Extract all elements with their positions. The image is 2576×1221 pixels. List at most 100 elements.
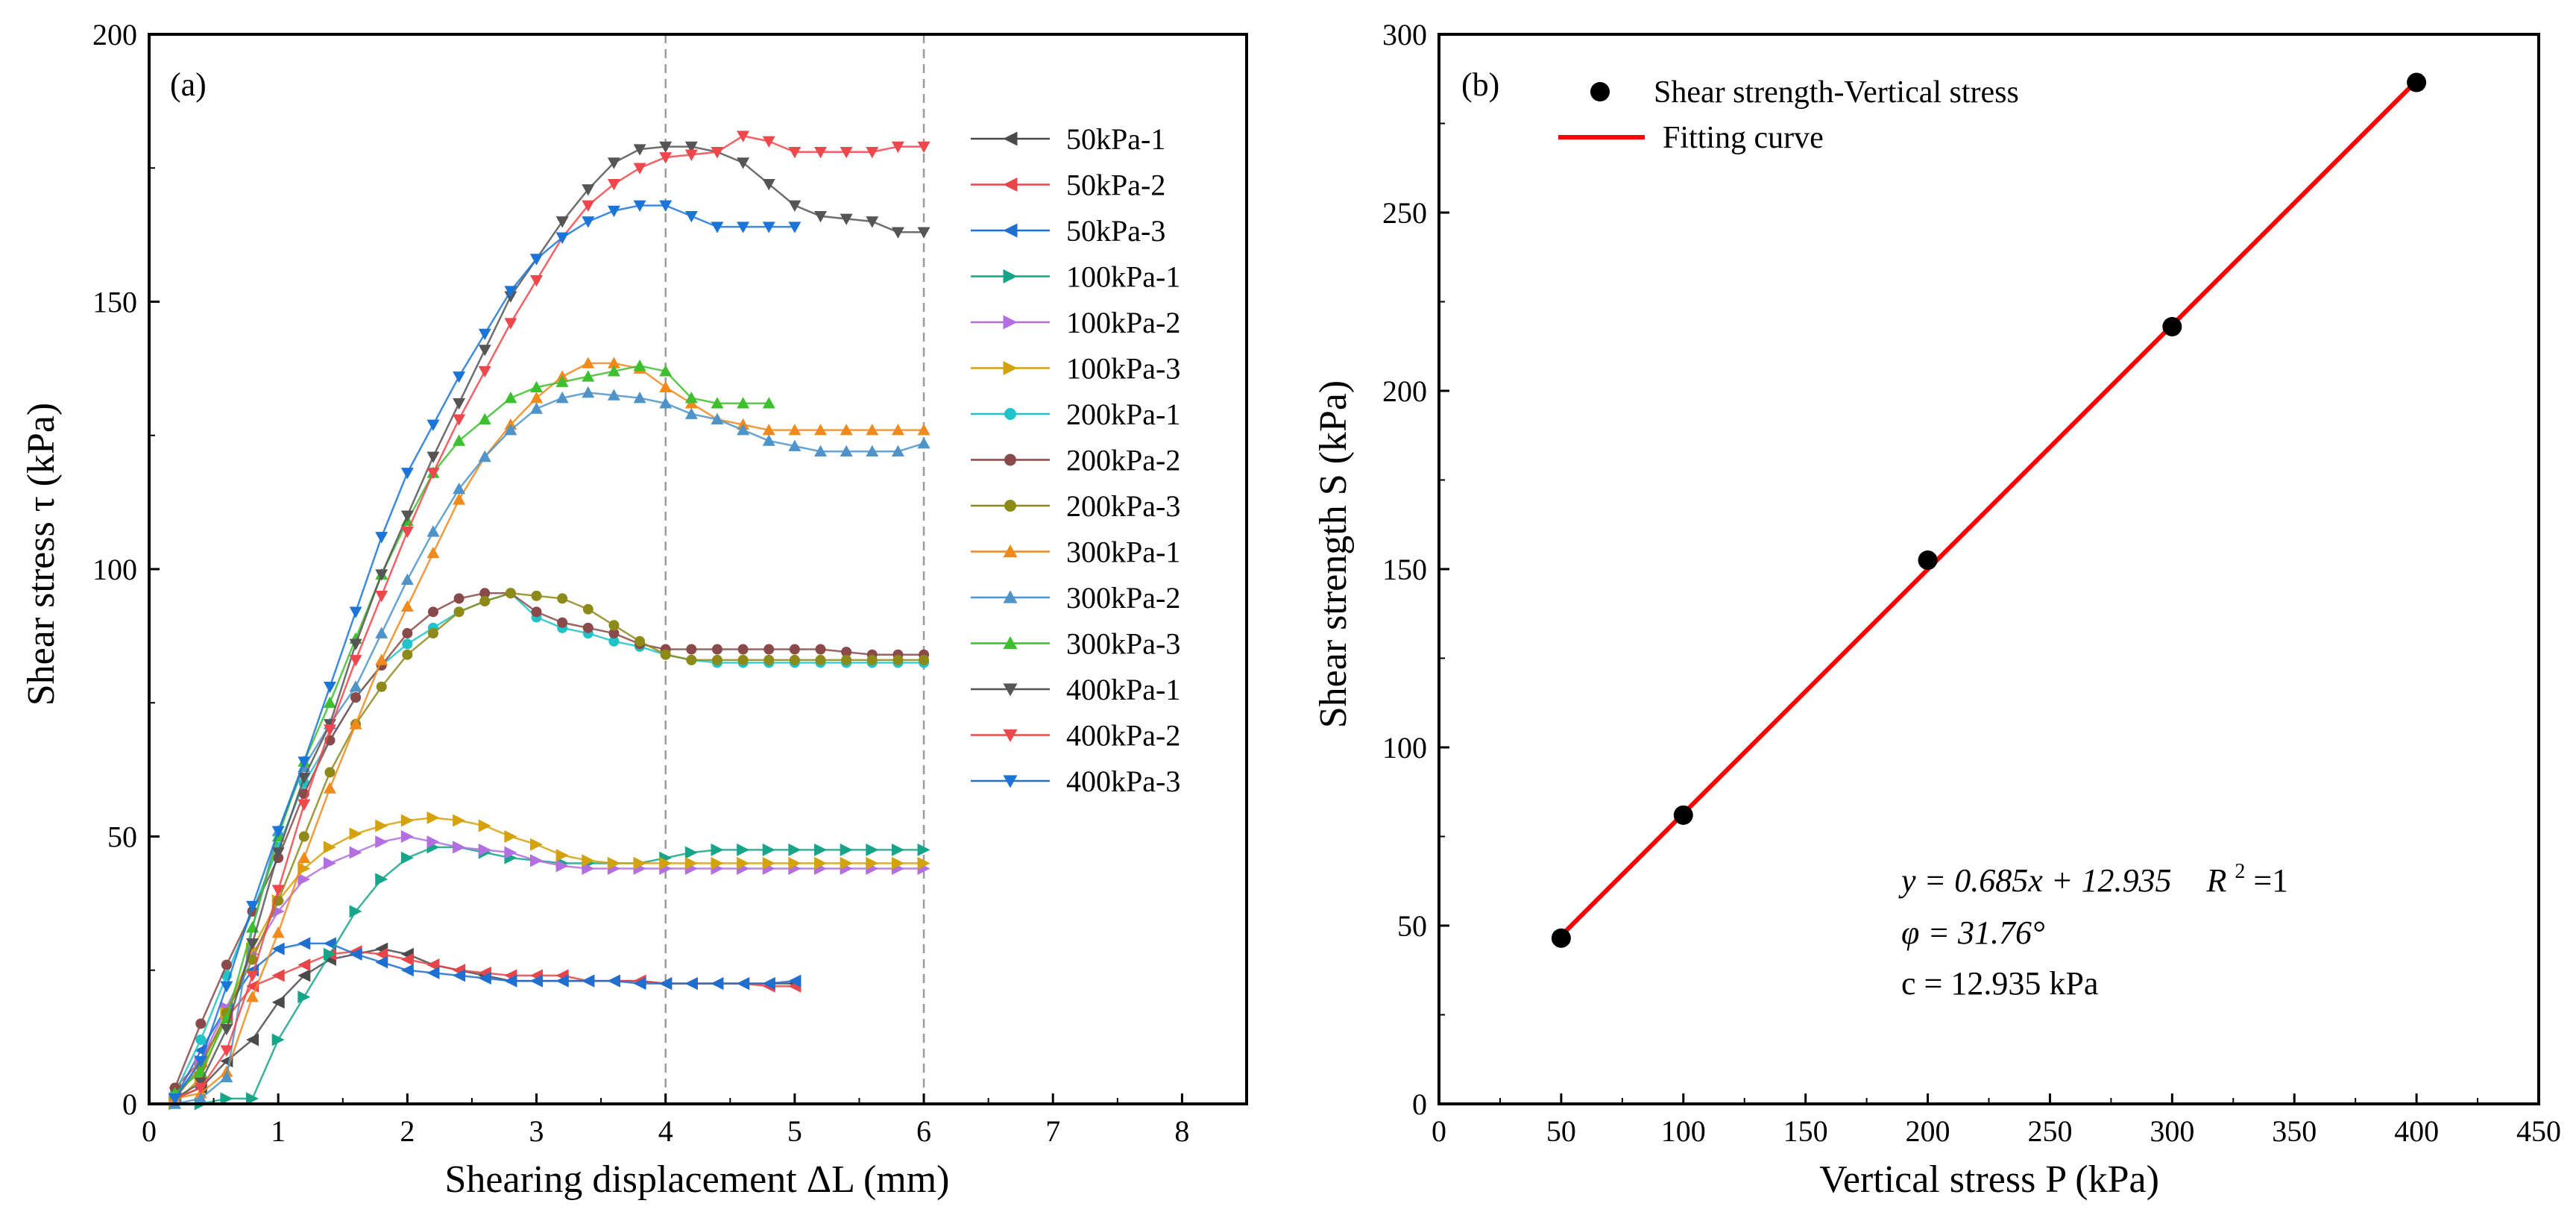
a-data-point — [505, 588, 516, 599]
a-series-300kPa-2 — [169, 386, 930, 1109]
a-data-point — [684, 407, 698, 419]
a-x-tick-label: 4 — [658, 1114, 673, 1148]
a-data-point — [221, 959, 232, 970]
b-legend: Shear strength-Vertical stress Fitting c… — [1558, 75, 2019, 155]
a-data-point — [220, 1045, 233, 1057]
a-data-point — [788, 974, 802, 988]
a-data-point — [246, 970, 259, 982]
a-data-point — [271, 885, 285, 897]
a-data-point — [555, 849, 569, 862]
a-legend-marker — [1003, 544, 1018, 558]
a-legend-item: 300kPa-1 — [971, 536, 1180, 569]
b-y-axis-label: Shear strength S (kPa) — [1312, 380, 1355, 728]
a-legend-item: 300kPa-2 — [971, 581, 1180, 615]
a-data-point — [555, 392, 569, 404]
a-x-tick-label: 2 — [400, 1114, 415, 1148]
a-legend-item: 50kPa-3 — [971, 214, 1165, 248]
a-data-point — [737, 222, 750, 233]
a-legend-item: 400kPa-2 — [971, 719, 1180, 753]
a-series-50kPa-1 — [169, 942, 802, 1105]
a-x-tick-label: 3 — [529, 1114, 544, 1148]
a-data-point — [659, 365, 673, 377]
a-series-line — [174, 591, 925, 1099]
a-data-point — [453, 434, 466, 446]
b-x-tick-label: 150 — [1783, 1114, 1828, 1148]
a-legend-item: 50kPa-2 — [971, 169, 1165, 202]
a-data-point — [297, 991, 311, 1004]
a-data-point — [840, 856, 853, 870]
a-legend-item: 200kPa-3 — [971, 489, 1180, 523]
a-series-line — [174, 942, 796, 1099]
a-data-point — [815, 644, 826, 655]
a-data-point — [607, 856, 620, 870]
a-legend-label: 100kPa-3 — [1066, 352, 1180, 386]
a-x-axis-label: Shearing displacement ΔL (mm) — [445, 1158, 950, 1201]
a-data-point — [659, 856, 673, 870]
a-data-point — [711, 222, 724, 233]
a-legend-marker — [1004, 500, 1016, 512]
a-data-point — [582, 974, 595, 988]
a-data-point — [557, 593, 568, 604]
a-data-point — [402, 628, 413, 639]
a-data-point — [788, 222, 802, 233]
a-x-tick-label: 5 — [787, 1114, 802, 1148]
a-legend-item: 300kPa-3 — [971, 627, 1180, 661]
a-legend-label: 50kPa-3 — [1066, 214, 1165, 248]
a-data-point — [271, 996, 285, 1009]
a-series-line — [174, 392, 925, 1105]
b-r2-superscript: 2 — [2235, 860, 2245, 883]
a-data-point — [349, 846, 362, 859]
a-data-point — [195, 1034, 207, 1045]
b-equation: y = 0.685x + 12.935 — [1898, 862, 2171, 899]
a-data-point — [530, 380, 544, 393]
b-phi: φ = 31.76° — [1901, 914, 2045, 951]
a-data-point — [711, 146, 724, 159]
a-y-tick-label: 0 — [122, 1087, 137, 1121]
a-data-point — [815, 654, 826, 665]
a-legend-label: 200kPa-3 — [1066, 489, 1180, 523]
a-data-point — [478, 819, 491, 832]
a-data-point — [737, 397, 750, 409]
a-legend-marker — [1003, 269, 1018, 283]
b-x-tick-label: 300 — [2150, 1114, 2194, 1148]
a-data-point — [349, 905, 362, 918]
a-data-point — [453, 482, 466, 495]
a-legend-label: 50kPa-1 — [1066, 122, 1165, 156]
a-data-point — [607, 357, 620, 368]
a-data-point — [375, 653, 388, 665]
a-data-point — [763, 654, 775, 665]
a-data-point — [814, 843, 828, 856]
a-data-point — [323, 937, 336, 950]
a-data-point — [453, 414, 466, 426]
a-data-point — [194, 1055, 207, 1068]
a-series-400kPa-3 — [169, 200, 802, 1105]
a-data-point — [400, 952, 414, 966]
a-data-point — [531, 590, 542, 601]
a-data-point — [737, 977, 750, 991]
a-series-line — [174, 134, 925, 1099]
a-data-point — [271, 926, 285, 938]
a-data-point — [634, 635, 646, 647]
a-data-point — [349, 947, 362, 961]
a-data-point — [349, 718, 362, 729]
a-data-point — [349, 827, 362, 841]
a-data-point — [659, 397, 673, 409]
a-legend-item: 200kPa-2 — [971, 444, 1180, 477]
a-data-point — [659, 380, 673, 393]
b-x-tick-label: 350 — [2272, 1114, 2317, 1148]
a-data-point — [323, 696, 336, 709]
a-data-point — [711, 843, 724, 856]
a-data-point — [555, 216, 569, 228]
a-series-300kPa-3 — [169, 360, 775, 1099]
b-data-point — [2162, 316, 2182, 336]
a-data-point — [762, 856, 775, 870]
a-data-point — [866, 843, 879, 856]
a-data-point — [762, 977, 775, 991]
a-y-tick-label: 50 — [107, 820, 137, 854]
a-data-point — [607, 389, 620, 401]
a-panel-label: (a) — [170, 66, 207, 103]
a-data-point — [917, 856, 930, 870]
a-data-point — [453, 371, 466, 383]
a-data-point — [271, 942, 285, 955]
a-data-point — [607, 974, 620, 988]
